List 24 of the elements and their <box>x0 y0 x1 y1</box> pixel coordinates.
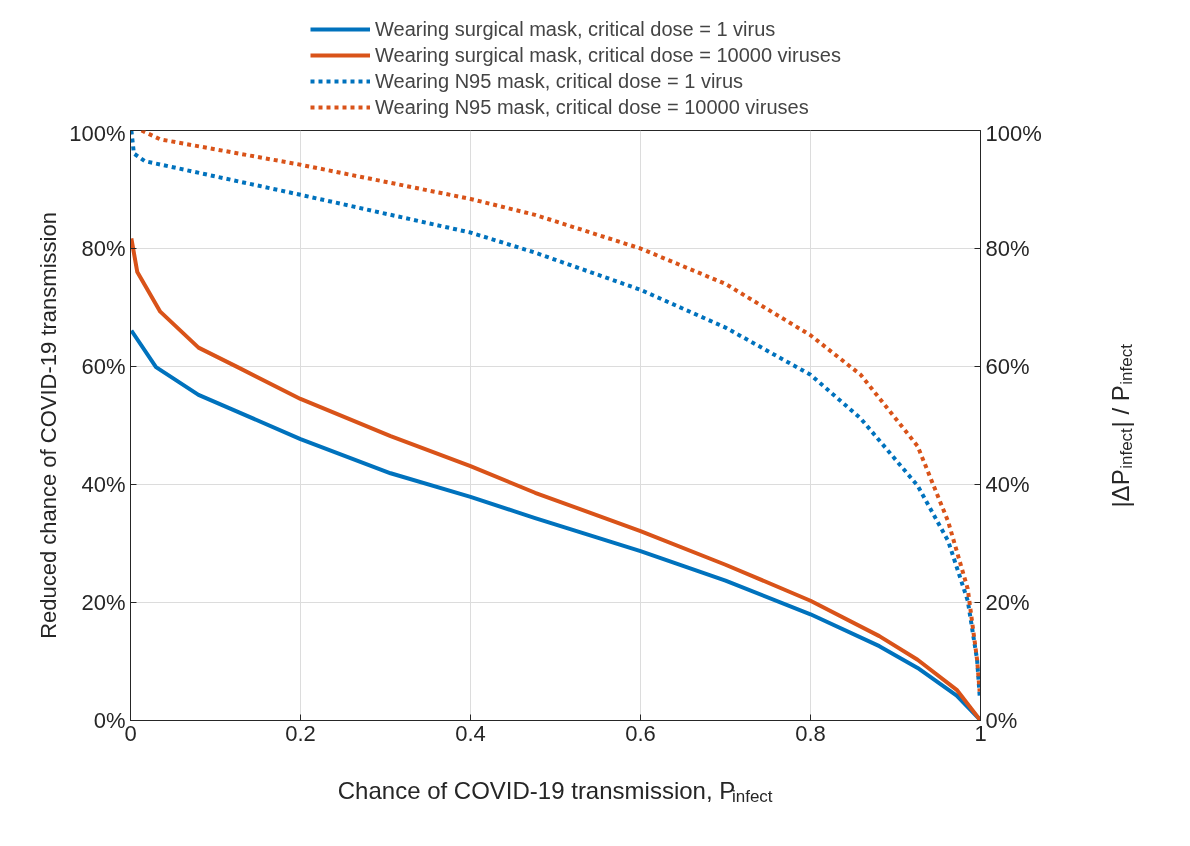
y-axis-title: Reduced chance of COVID-19 transmission <box>36 212 62 639</box>
y-tick-label: 0% <box>93 708 126 733</box>
y-tick-label: 60% <box>81 354 126 379</box>
x-tick-label: 1 <box>974 720 987 746</box>
x-tick-label: 0 <box>124 720 137 746</box>
legend-label: Wearing surgical mask, critical dose = 1 virus <box>375 16 776 42</box>
x-tick-label: 0.6 <box>625 720 656 746</box>
x-tick-label: 0.2 <box>285 720 316 746</box>
y2-tick-label: 60% <box>985 354 1030 379</box>
x-tick-label: 0.8 <box>795 720 826 746</box>
legend-label: Wearing N95 mask, critical dose = 10000 viruses <box>375 94 809 120</box>
legend-label: Wearing surgical mask, critical dose = 10000 viruses <box>375 42 841 68</box>
y-tick-label: 40% <box>81 472 126 497</box>
legend-label: Wearing N95 mask, critical dose = 1 virus <box>375 68 744 94</box>
y2-tick-label: 100% <box>985 120 1042 146</box>
y-tick-label: 20% <box>81 590 126 615</box>
y-tick-label: 100% <box>69 120 126 146</box>
x-tick-label: 0.4 <box>455 720 486 746</box>
y2-tick-label: 40% <box>985 472 1030 497</box>
y2-tick-label: 0% <box>985 708 1018 733</box>
y2-axis-title: |ΔPinfect| / Pinfect <box>1107 343 1136 508</box>
y-tick-label: 80% <box>81 236 126 261</box>
y2-tick-label: 80% <box>985 236 1030 261</box>
y2-tick-label: 20% <box>985 590 1030 615</box>
